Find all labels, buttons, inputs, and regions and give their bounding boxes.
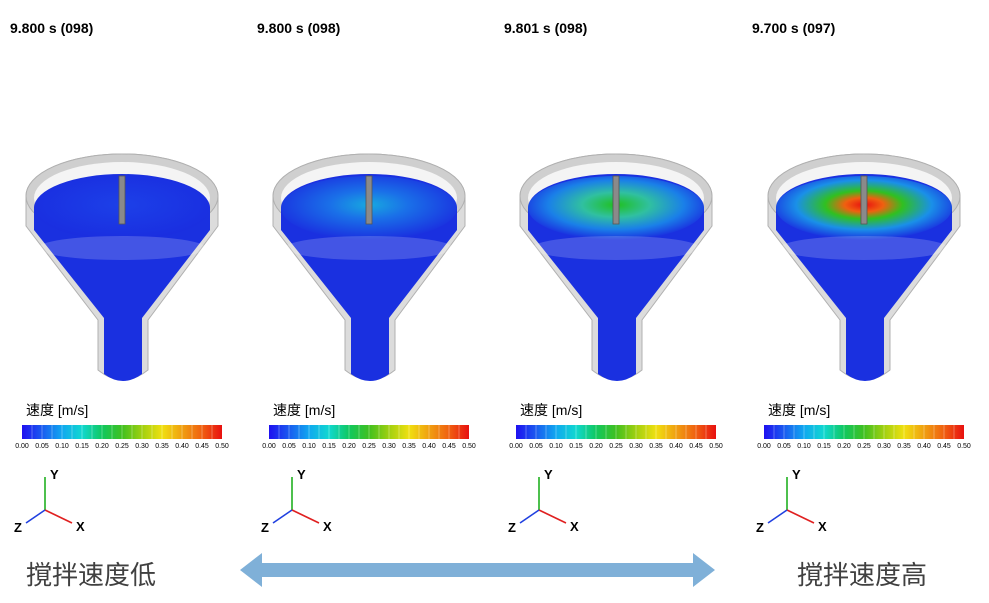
colorbar-tick-label: 0.20 xyxy=(837,443,851,450)
legend-title: 速度 [m/s] xyxy=(768,402,831,418)
legend-title: 速度 [m/s] xyxy=(520,402,583,418)
colorbar-tick-label: 0.20 xyxy=(342,443,356,450)
colorbar-tick-label: 0.15 xyxy=(569,443,583,450)
colorbar-tick-label: 0.25 xyxy=(857,443,871,450)
colorbar-tick-label: 0.50 xyxy=(215,443,229,450)
velocity-colorbar xyxy=(516,425,716,439)
axes-triad-icon: Y X Z xyxy=(508,467,579,535)
velocity-colorbar xyxy=(22,425,222,439)
colorbar-tick-label: 0.50 xyxy=(462,443,476,450)
colorbar-tick-label: 0.45 xyxy=(442,443,456,450)
colorbar-tick-label: 0.40 xyxy=(175,443,189,450)
colorbar-tick-label: 0.15 xyxy=(817,443,831,450)
colorbar-tick-label: 0.25 xyxy=(609,443,623,450)
axis-label-x: X xyxy=(570,519,579,534)
colorbar-tick-label: 0.15 xyxy=(322,443,336,450)
colorbar-tick-label: 0.35 xyxy=(897,443,911,450)
simulation-panel: 9.800 s (098) 速度 [m/s] 0.00 0.05 0.10 0.15 0.2… xyxy=(247,0,494,555)
legend-title: 速度 [m/s] xyxy=(273,402,336,418)
colorbar-ticks: 0.00 0.05 0.10 0.15 0.20 0.25 0.30 0.35 0.40 0.45… xyxy=(508,443,723,453)
caption-low-speed: 撹拌速度低 xyxy=(26,561,157,591)
colorbar-tick-label: 0.05 xyxy=(35,443,49,450)
simulation-panel: 9.800 s (098) 速度 [m/s] 0.00 0.05 0.10 0.15 0.2… xyxy=(0,0,247,555)
axis-label-y: Y xyxy=(792,467,801,482)
axis-label-z: Z xyxy=(14,520,22,535)
axes-triad-icon: Y X Z xyxy=(261,467,332,535)
simulation-panel: 9.700 s (097) 速度 [m/s] 0.00 0.05 0.10 0.15 0.2… xyxy=(742,0,989,555)
colorbar-tick-label: 0.20 xyxy=(589,443,603,450)
colorbar-tick-label: 0.10 xyxy=(549,443,563,450)
simulation-panel: 9.801 s (098) 速度 [m/s] 0.00 0.05 0.10 0.15 0.2… xyxy=(494,0,741,555)
axis-label-x: X xyxy=(323,519,332,534)
caption-high-speed: 撹拌速度高 xyxy=(797,561,928,591)
colorbar-tick-label: 0.45 xyxy=(689,443,703,450)
colorbar-tick-label: 0.30 xyxy=(877,443,891,450)
colorbar-tick-label: 0.35 xyxy=(155,443,169,450)
time-stamp: 9.700 s (097) xyxy=(752,20,836,36)
colorbar-ticks: 0.00 0.05 0.10 0.15 0.20 0.25 0.30 0.35 0.40 0.45… xyxy=(756,443,971,453)
colorbar-ticks: 0.00 0.05 0.10 0.15 0.20 0.25 0.30 0.35 0.40 0.45… xyxy=(14,443,229,453)
colorbar-tick-label: 0.45 xyxy=(937,443,951,450)
time-stamp: 9.800 s (098) xyxy=(257,20,341,36)
colorbar-tick-label: 0.30 xyxy=(135,443,149,450)
axis-label-x: X xyxy=(818,519,827,534)
axis-label-z: Z xyxy=(508,520,516,535)
colorbar-tick-label: 0.05 xyxy=(777,443,791,450)
axis-label-z: Z xyxy=(756,520,764,535)
axis-label-y: Y xyxy=(50,467,59,482)
colorbar-tick-label: 0.05 xyxy=(529,443,543,450)
double-arrow-icon xyxy=(240,553,715,587)
colorbar-tick-label: 0.50 xyxy=(709,443,723,450)
colorbar-tick-label: 0.50 xyxy=(957,443,971,450)
axis-label-y: Y xyxy=(544,467,553,482)
colorbar-tick-label: 0.40 xyxy=(917,443,931,450)
colorbar-tick-label: 0.00 xyxy=(262,443,276,450)
funnel-vessel xyxy=(272,153,466,381)
colorbar-tick-label: 0.25 xyxy=(362,443,376,450)
time-stamp: 9.800 s (098) xyxy=(10,20,94,36)
colorbar-tick-label: 0.25 xyxy=(115,443,129,450)
colorbar-tick-label: 0.30 xyxy=(629,443,643,450)
funnel-vessel xyxy=(25,153,219,381)
axes-triad-icon: Y X Z xyxy=(14,467,85,535)
colorbar-tick-label: 0.00 xyxy=(15,443,29,450)
funnel-vessel xyxy=(767,153,961,381)
axis-label-x: X xyxy=(76,519,85,534)
axis-label-y: Y xyxy=(297,467,306,482)
colorbar-tick-label: 0.35 xyxy=(649,443,663,450)
colorbar-tick-label: 0.05 xyxy=(282,443,296,450)
axis-label-z: Z xyxy=(261,520,269,535)
colorbar-tick-label: 0.00 xyxy=(757,443,771,450)
legend-title: 速度 [m/s] xyxy=(26,402,89,418)
colorbar-tick-label: 0.35 xyxy=(402,443,416,450)
colorbar-ticks: 0.00 0.05 0.10 0.15 0.20 0.25 0.30 0.35 0.40 0.45… xyxy=(261,443,476,453)
colorbar-tick-label: 0.40 xyxy=(422,443,436,450)
colorbar-tick-label: 0.30 xyxy=(382,443,396,450)
colorbar-tick-label: 0.20 xyxy=(95,443,109,450)
funnel-vessel xyxy=(519,153,713,381)
colorbar-tick-label: 0.10 xyxy=(797,443,811,450)
time-stamp: 9.801 s (098) xyxy=(504,20,588,36)
colorbar-tick-label: 0.15 xyxy=(75,443,89,450)
colorbar-tick-label: 0.40 xyxy=(669,443,683,450)
velocity-colorbar xyxy=(764,425,964,439)
colorbar-tick-label: 0.10 xyxy=(302,443,316,450)
colorbar-tick-label: 0.10 xyxy=(55,443,69,450)
colorbar-tick-label: 0.45 xyxy=(195,443,209,450)
axes-triad-icon: Y X Z xyxy=(756,467,827,535)
velocity-colorbar xyxy=(269,425,469,439)
colorbar-tick-label: 0.00 xyxy=(509,443,523,450)
